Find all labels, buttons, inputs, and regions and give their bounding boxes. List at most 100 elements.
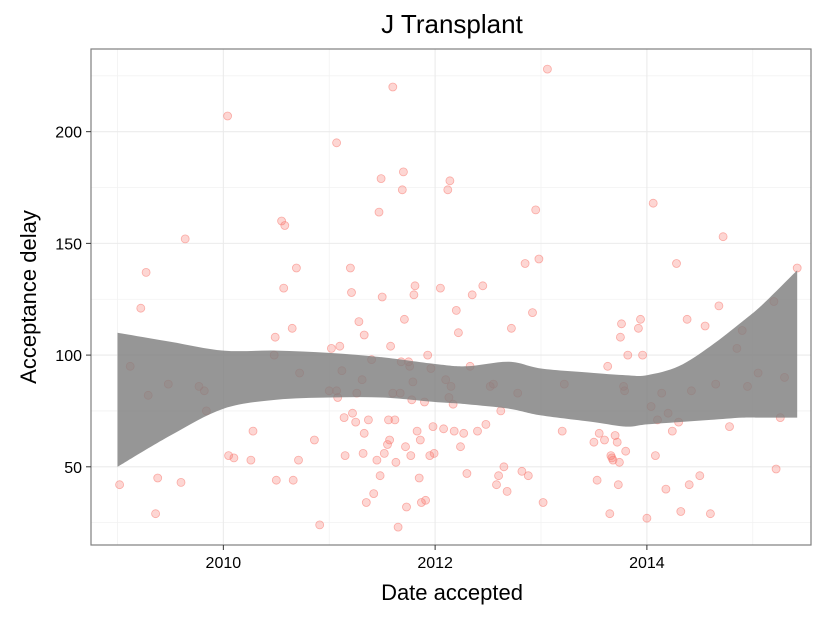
data-point — [592, 475, 602, 485]
data-point — [534, 254, 544, 264]
data-point — [326, 343, 336, 353]
y-tick-label: 150 — [55, 236, 82, 253]
data-point — [345, 263, 355, 273]
data-point — [506, 323, 516, 333]
data-point — [294, 455, 303, 465]
y-tick-label: 100 — [55, 348, 82, 365]
data-point — [271, 475, 281, 485]
data-point — [648, 198, 658, 208]
data-point — [605, 509, 615, 519]
data-point — [390, 415, 400, 425]
data-point — [397, 185, 407, 195]
data-point — [684, 480, 694, 490]
data-point — [494, 471, 504, 481]
data-point — [136, 303, 146, 313]
data-point — [347, 288, 356, 297]
data-point — [456, 442, 465, 452]
data-point — [277, 216, 287, 226]
data-point — [385, 435, 395, 445]
data-point — [725, 422, 734, 432]
x-axis-title: Date accepted — [381, 580, 523, 605]
data-point — [667, 426, 677, 436]
data-point — [531, 205, 541, 215]
data-point — [682, 314, 692, 324]
data-point — [695, 471, 705, 481]
data-point — [443, 185, 453, 195]
data-point — [359, 428, 369, 438]
data-point — [270, 332, 280, 342]
data-point — [623, 350, 633, 360]
data-point — [409, 290, 419, 300]
data-point — [706, 509, 715, 519]
data-point — [499, 462, 509, 472]
data-point — [603, 361, 613, 371]
data-point — [115, 480, 124, 490]
data-point — [288, 475, 298, 485]
data-point — [435, 283, 445, 293]
x-axis: 2010 2012 2014 — [206, 545, 665, 572]
data-point — [528, 308, 537, 318]
data-point — [634, 323, 643, 333]
data-point — [718, 232, 728, 242]
data-point — [517, 466, 527, 476]
data-point — [391, 457, 401, 467]
data-point — [348, 408, 357, 418]
data-point — [176, 477, 186, 487]
data-point — [617, 319, 626, 329]
data-point — [451, 305, 461, 315]
x-tick-label: 2012 — [417, 555, 453, 572]
y-axis: 50 100 150 200 — [55, 125, 91, 477]
data-point — [467, 290, 477, 300]
data-point — [543, 64, 552, 74]
data-point — [416, 498, 426, 507]
data-point — [621, 446, 631, 456]
data-point — [771, 464, 781, 474]
data-point — [594, 428, 604, 438]
data-point — [291, 263, 301, 273]
data-point — [492, 480, 501, 490]
data-point — [429, 448, 439, 458]
data-point — [351, 417, 361, 427]
y-tick-label: 50 — [64, 460, 82, 477]
y-tick-label: 200 — [55, 125, 82, 142]
data-point — [315, 520, 325, 530]
data-point — [280, 221, 290, 230]
data-point — [377, 292, 387, 302]
data-point — [523, 471, 533, 481]
data-point — [372, 455, 382, 465]
data-point — [340, 451, 350, 461]
data-point — [589, 437, 599, 447]
data-point — [309, 435, 319, 445]
data-point — [153, 473, 163, 483]
data-point — [354, 317, 364, 327]
data-point — [651, 451, 660, 461]
data-point — [676, 507, 686, 516]
x-tick-label: 2010 — [206, 555, 242, 572]
data-point — [714, 301, 724, 311]
data-point — [374, 207, 384, 217]
data-point — [459, 428, 469, 438]
data-point — [335, 341, 345, 351]
data-point — [615, 457, 624, 467]
data-point — [151, 509, 161, 519]
data-point — [453, 328, 463, 338]
data-point — [361, 498, 371, 507]
data-point — [359, 330, 369, 340]
data-point — [672, 259, 681, 268]
data-point — [642, 513, 652, 523]
data-point — [700, 321, 710, 331]
data-point — [369, 489, 379, 499]
data-point — [383, 440, 392, 449]
data-point — [401, 442, 410, 452]
data-point — [388, 82, 398, 92]
x-tick-label: 2014 — [629, 555, 665, 572]
data-point — [412, 426, 422, 436]
data-point — [610, 431, 620, 440]
data-point — [449, 426, 459, 436]
data-point — [376, 174, 386, 184]
data-point — [636, 314, 645, 324]
data-point — [538, 498, 548, 507]
data-point — [462, 469, 472, 478]
